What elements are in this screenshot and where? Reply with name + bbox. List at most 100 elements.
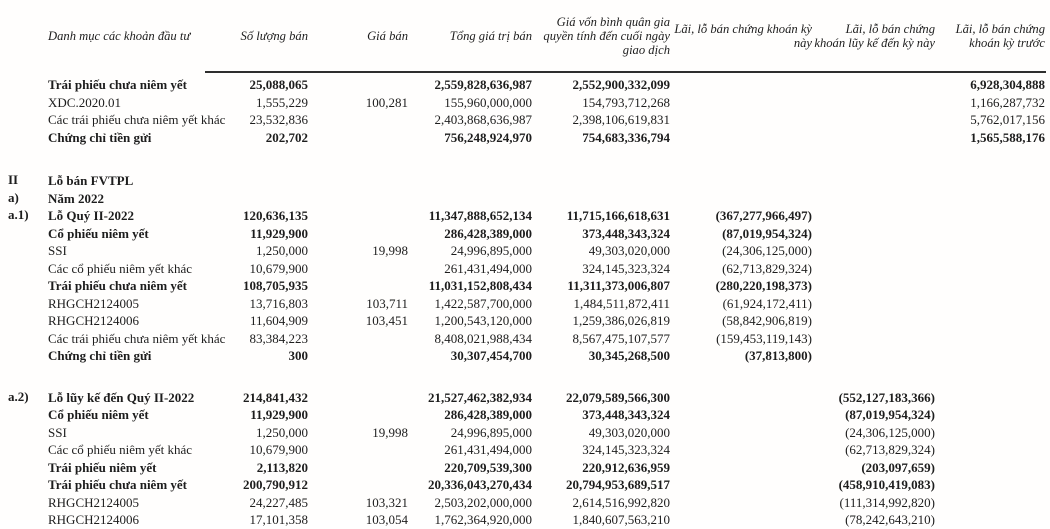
cell-pl_cumulative: (24,306,125,000) [845,424,935,440]
table-row: Trái phiếu chưa niêm yết 108,705,935 11,03… [0,277,1050,295]
cell-qty: 25,088,065 [249,77,309,92]
cell-price: 103,711 [366,295,408,311]
column-header-pl-previous-period: Lãi, lỗ bán chứng khoán kỳ trước [955,21,1045,50]
cell-qty: 202,702 [265,129,308,145]
cell-qty: 2,113,820 [256,459,308,475]
cell-cost: 2,398,106,619,831 [572,112,671,127]
cell-total: 24,996,895,000 [450,243,532,258]
row-label: Lỗ bán FVTPL [48,173,134,188]
row-label: Cổ phiếu niêm yết [48,407,149,422]
cell-qty: 83,384,223 [249,330,309,346]
cell-pl_current: (159,453,119,143) [716,330,812,346]
cell-cost: 2,614,516,992,820 [572,494,671,510]
cell-cost: 154,793,712,268 [582,94,670,110]
cell-pl_cumulative: (552,127,183,366) [838,389,935,405]
column-header-total-sale-value: Tổng giá trị bán [449,28,532,43]
table-row: Trái phiếu chưa niêm yết 25,088,065 2,559,… [0,76,1050,94]
cell-total: 2,503,202,000,000 [434,494,533,510]
cell-total: 11,347,888,652,134 [428,208,532,223]
cell-total: 155,960,000,000 [444,94,532,110]
cell-pl_previous: 1,565,588,176 [970,129,1045,145]
cell-qty: 24,227,485 [249,494,309,510]
table-row: XDC.2020.01 1,555,229 100,281 155,960,000,0… [0,94,1050,112]
table-row: a.1) Lỗ Quý II-2022 120,636,135 11,347,888,… [0,207,1050,225]
cell-price: 103,321 [365,494,408,510]
cell-pl_cumulative: (203,097,659) [861,459,935,475]
cell-qty: 13,716,803 [249,295,309,311]
row-ref: II [8,172,19,187]
cell-cost: 2,552,900,332,099 [572,77,671,92]
row-label: Chứng chỉ tiền gửi [48,129,152,145]
table-row: Trái phiếu niêm yết 2,113,820 220,709,539,… [0,459,1050,477]
cell-qty: 1,250,000 [256,424,308,440]
cell-pl_previous: 5,762,017,156 [970,112,1045,127]
cell-pl_current: (58,842,906,819) [722,313,812,328]
cell-total: 1,422,587,700,000 [434,295,533,311]
cell-pl_current: (37,813,800) [744,348,812,363]
table-row: Các trái phiếu chưa niêm yết khác 23,532,… [0,111,1050,129]
cell-qty: 214,841,432 [243,389,308,405]
row-label: SSI [48,243,67,258]
cell-total: 30,307,454,700 [450,348,532,363]
cell-price: 100,281 [365,94,408,110]
cell-total: 756,248,924,970 [444,129,532,145]
cell-cost: 373,448,343,324 [582,225,670,241]
cell-cost: 30,345,268,500 [588,348,670,363]
row-label: Trái phiếu niêm yết [48,459,157,475]
table-row: Các trái phiếu chưa niêm yết khác 83,384,… [0,330,1050,348]
row-ref: a) [8,189,19,205]
cell-total: 21,527,462,382,934 [428,389,532,405]
cell-cost: 20,794,953,689,517 [566,477,670,492]
cell-pl_cumulative: (62,713,829,324) [845,442,935,457]
cell-cost: 49,303,020,000 [588,243,670,258]
table-row: Trái phiếu chưa niêm yết 200,790,912 20,33… [0,476,1050,494]
cell-cost: 324,145,323,324 [582,442,670,457]
cell-qty: 108,705,935 [243,278,308,293]
row-label: Trái phiếu chưa niêm yết [48,477,188,492]
cell-cost: 49,303,020,000 [588,424,670,440]
row-label: Lỗ lũy kế đến Quý II-2022 [48,389,195,405]
cell-cost: 220,912,636,959 [582,459,670,475]
row-label: Các cổ phiếu niêm yết khác [48,442,193,457]
cell-qty: 200,790,912 [243,477,308,492]
column-header-weighted-average-cost: Giá vốn bình quân gia quyền tính đến cuố… [543,14,670,57]
table-header-row: Danh mục các khoản đầu tư Số lượng bán G… [0,0,1050,73]
table-row: Cổ phiếu niêm yết 11,929,900 286,428,389,0… [0,225,1050,243]
cell-total: 286,428,389,000 [444,407,532,422]
cell-total: 220,709,539,300 [444,459,532,475]
cell-pl_current: (62,713,829,324) [722,260,812,276]
table-row: Các cổ phiếu niêm yết khác 10,679,900 261,… [0,260,1050,278]
row-label: RHGCH2124005 [48,494,140,510]
cell-pl_previous: 1,166,287,732 [970,94,1045,110]
cell-cost: 11,715,166,618,631 [566,208,670,223]
row-label: Trái phiếu chưa niêm yết [48,278,188,293]
row-label: Các cổ phiếu niêm yết khác [48,260,193,276]
cell-total: 261,431,494,000 [444,442,532,457]
column-header-selling-price: Giá bán [367,28,408,43]
row-label: Các trái phiếu chưa niêm yết khác [48,112,226,127]
table-row: II Lỗ bán FVTPL [0,172,1050,190]
cell-pl_current: (24,306,125,000) [722,243,812,258]
cell-cost: 8,567,475,107,577 [572,330,671,346]
row-label: Trái phiếu chưa niêm yết [48,77,188,92]
cell-qty: 1,555,229 [256,94,308,110]
cell-pl_current: (61,924,172,411) [722,295,812,311]
cell-qty: 23,532,836 [249,112,309,127]
row-label: Cổ phiếu niêm yết [48,225,149,241]
cell-price: 103,451 [365,313,408,328]
table-row: SSI 1,250,000 19,998 24,996,895,000 49,303,0… [0,424,1050,442]
column-header-quantity-sold: Số lượng bán [240,28,308,43]
cell-qty: 300 [288,348,309,363]
cell-qty: 11,929,900 [250,225,308,241]
table-row: a) Năm 2022 [0,190,1050,208]
row-ref: a.2) [8,388,29,404]
table-row: Các cổ phiếu niêm yết khác 10,679,900 261,… [0,441,1050,459]
column-header-pl-current-period: Lãi, lỗ bán chứng khoán kỳ này [674,21,812,50]
cell-pl_cumulative: (87,019,954,324) [845,407,935,422]
row-label: Chứng chỉ tiền gửi [48,348,152,363]
cell-qty: 120,636,135 [243,208,308,223]
table-row: RHGCH2124005 24,227,485 103,321 2,503,202,0… [0,494,1050,512]
table-row: a.2) Lỗ lũy kế đến Quý II-2022 214,841,432… [0,389,1050,407]
row-label: Năm 2022 [48,190,104,206]
